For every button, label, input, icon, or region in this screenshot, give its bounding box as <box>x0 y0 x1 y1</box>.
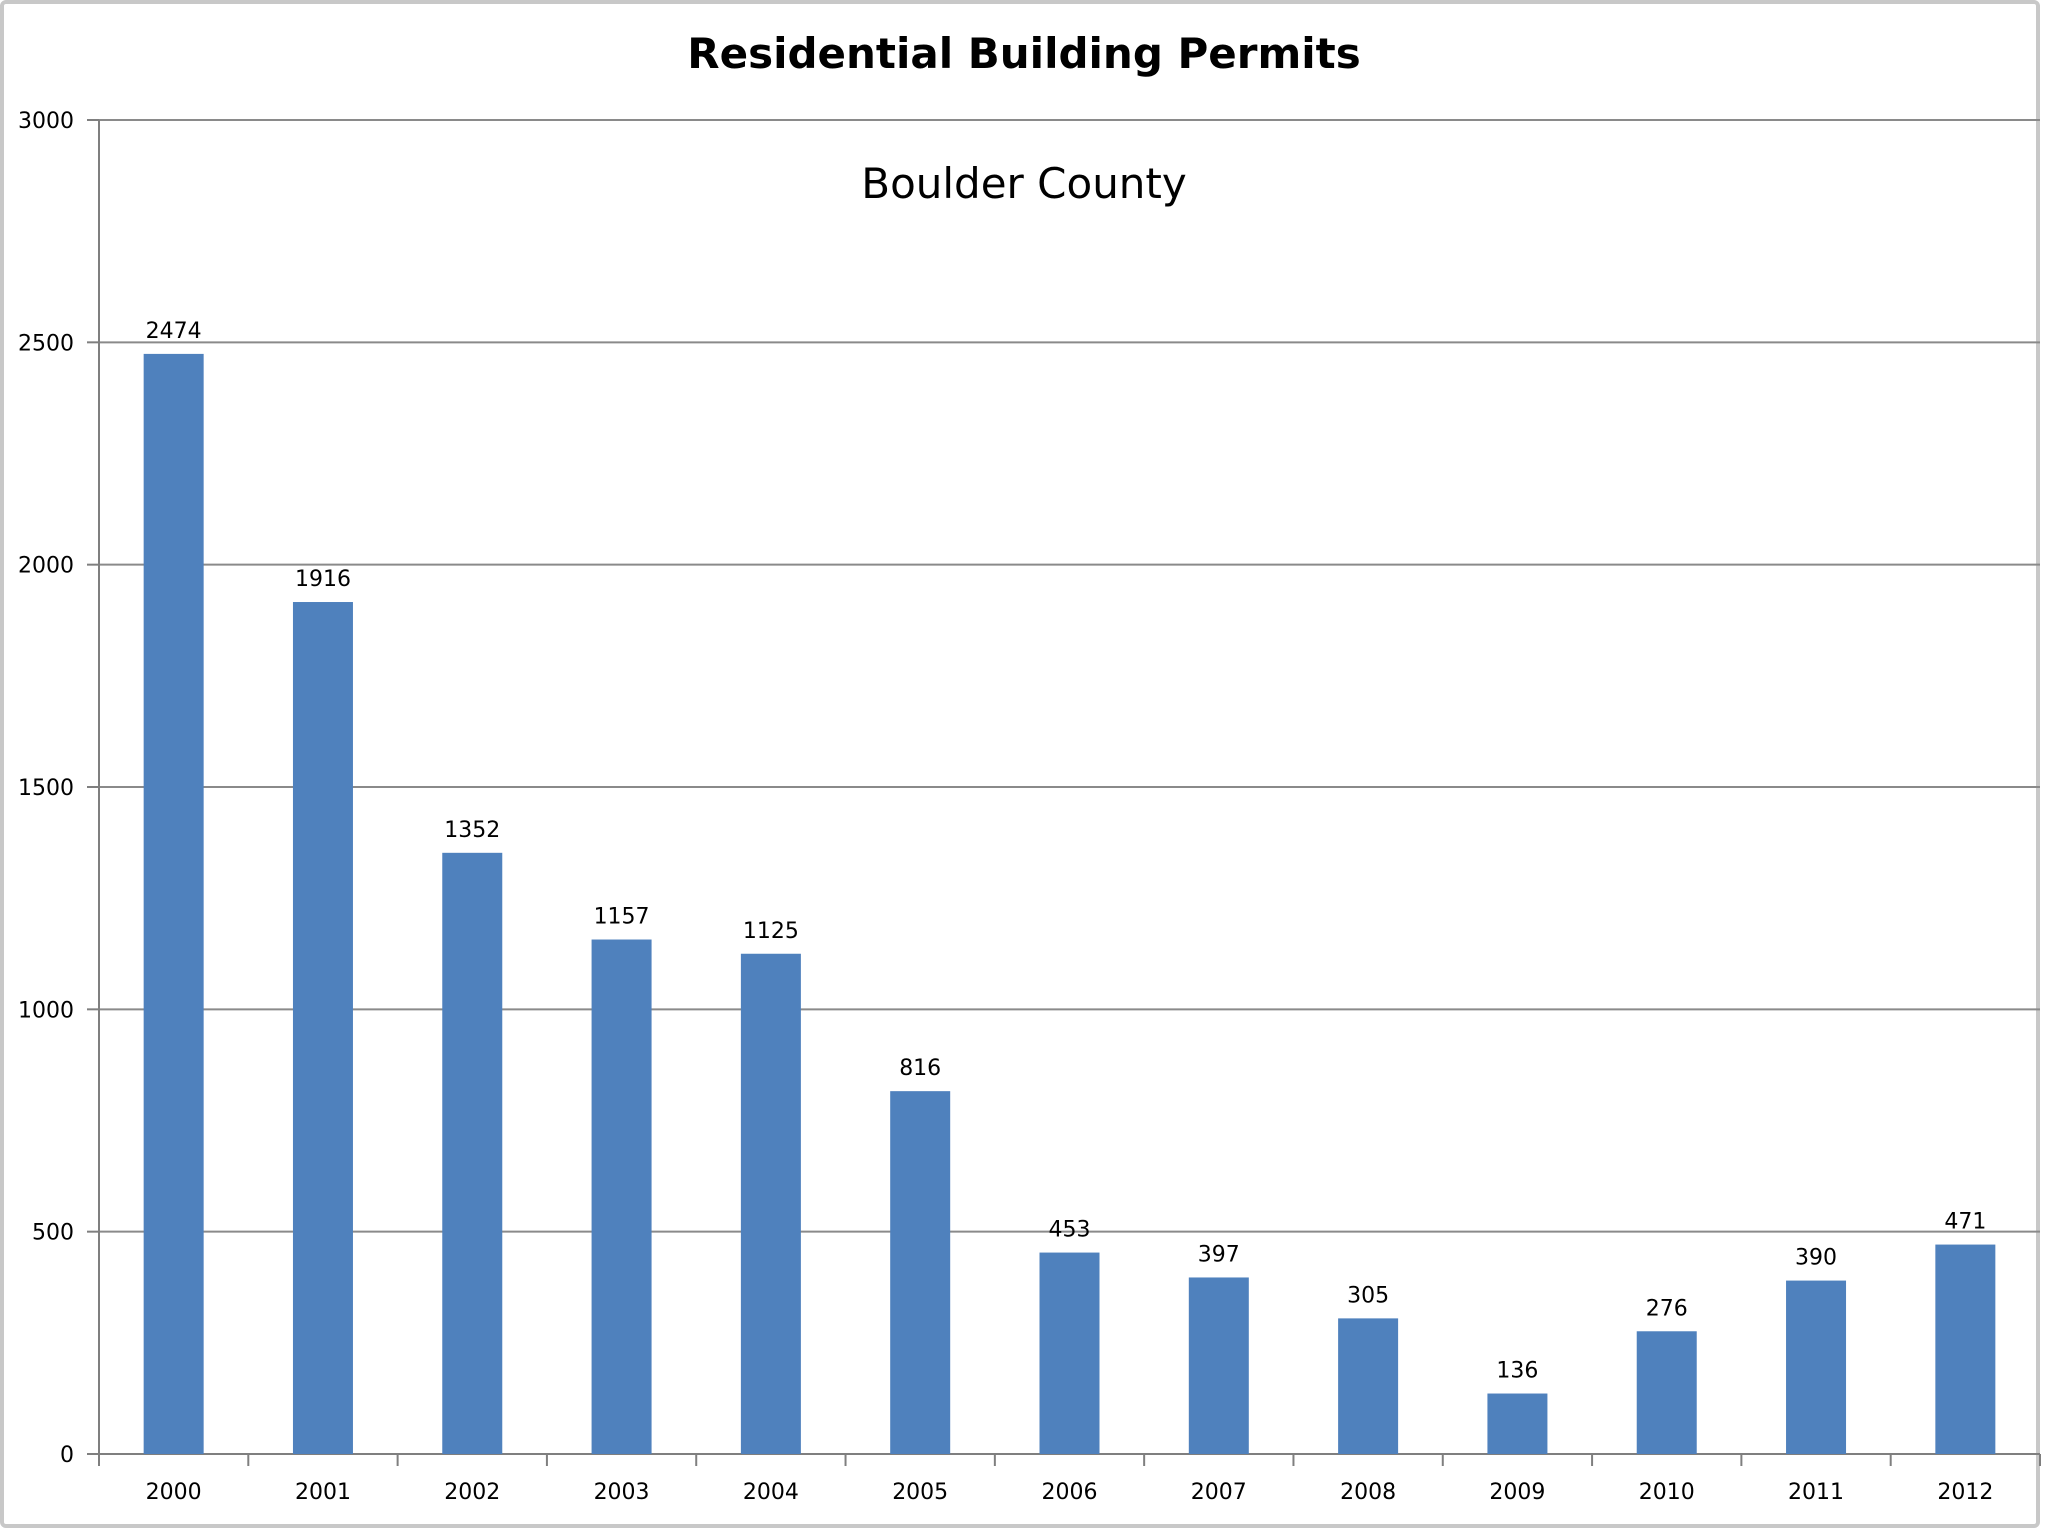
x-tick-label: 2012 <box>1937 1480 1993 1505</box>
data-label-2010: 276 <box>1646 1296 1688 1321</box>
bars <box>143 353 1996 1454</box>
bar-2003 <box>591 939 652 1454</box>
bar-2004 <box>740 953 801 1454</box>
bar-2008 <box>1338 1318 1399 1454</box>
bar-2001 <box>292 602 353 1454</box>
bar-2009 <box>1487 1393 1548 1454</box>
y-tick-label: 1000 <box>18 998 74 1023</box>
gridlines <box>99 119 2040 1233</box>
data-label-2011: 390 <box>1795 1246 1837 1271</box>
y-tick-label: 3000 <box>18 109 74 134</box>
bar-2002 <box>442 852 503 1454</box>
x-tick-label: 2009 <box>1489 1480 1545 1505</box>
data-label-2007: 397 <box>1198 1242 1240 1267</box>
data-label-2002: 1352 <box>444 818 500 843</box>
x-tick-label: 2007 <box>1191 1480 1247 1505</box>
x-tick-label: 2005 <box>892 1480 948 1505</box>
data-label-2006: 453 <box>1049 1218 1091 1243</box>
bar-2011 <box>1786 1280 1847 1454</box>
bar-2005 <box>890 1091 951 1454</box>
data-label-2005: 816 <box>899 1056 941 1081</box>
data-label-2009: 136 <box>1496 1359 1538 1384</box>
y-tick-label: 500 <box>32 1221 74 1246</box>
y-tick-label: 1500 <box>18 776 74 801</box>
x-tick-label: 2011 <box>1788 1480 1844 1505</box>
x-tick-label: 2003 <box>594 1480 650 1505</box>
tick-labels: 0 500 1000 1500 2000 2500 3000 2000 2001 2002 2003… <box>18 109 1993 1505</box>
x-tick-label: 2006 <box>1042 1480 1098 1505</box>
x-tick-label: 2000 <box>146 1480 202 1505</box>
data-label-2004: 1125 <box>743 919 799 944</box>
data-label-2008: 305 <box>1347 1283 1389 1308</box>
x-tick-label: 2002 <box>444 1480 500 1505</box>
data-label-2001: 1916 <box>295 567 351 592</box>
bar-2006 <box>1039 1252 1100 1454</box>
data-label-2003: 1157 <box>594 905 650 930</box>
x-tick-label: 2001 <box>295 1480 351 1505</box>
y-tick-label: 2000 <box>18 554 74 579</box>
x-tick-label: 2008 <box>1340 1480 1396 1505</box>
y-tick-label: 0 <box>60 1443 74 1468</box>
bar-2000 <box>143 353 204 1454</box>
y-tick-label: 2500 <box>18 331 74 356</box>
chart-subtitle: Boulder County <box>861 159 1187 208</box>
x-tick-label: 2004 <box>743 1480 799 1505</box>
bar-2010 <box>1636 1331 1697 1454</box>
data-label-2012: 471 <box>1944 1210 1986 1235</box>
bar-2012 <box>1935 1244 1996 1454</box>
x-tick-label: 2010 <box>1639 1480 1695 1505</box>
data-label-2000: 2474 <box>146 319 202 344</box>
chart-title: Residential Building Permits <box>687 29 1360 78</box>
data-labels: 2474 1916 1352 1157 1125 816 453 397 305 136 276 39… <box>146 319 1987 1384</box>
bar-2007 <box>1188 1277 1249 1454</box>
